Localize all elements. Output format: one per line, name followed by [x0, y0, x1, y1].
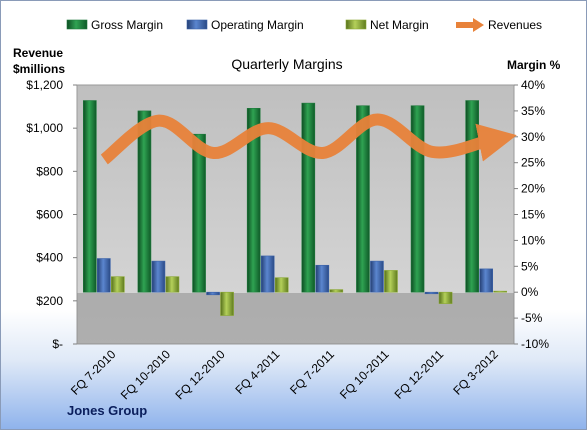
y-right-tick-label: 20%: [521, 182, 545, 196]
y-left-tick-labels: $- $200 $400 $600 $800 $1,000 $1,200: [26, 78, 77, 351]
y-right-tick-label: 35%: [521, 104, 545, 118]
bar-net-margin-fq-4-2011: [274, 277, 289, 293]
bar-gross-margin-fq-12-2010: [192, 133, 206, 293]
y-left-tick-label: $600: [36, 208, 63, 222]
bar-operating-margin-fq-3-2012: [479, 268, 493, 293]
legend-swatch-operating-margin: [186, 19, 208, 30]
revenues-line: [100, 113, 517, 165]
bar-operating-margin-fq-10-2010: [151, 260, 166, 293]
chart-title: Quarterly Margins: [231, 56, 342, 72]
bar-gross-margin-fq-10-2011: [356, 105, 370, 293]
legend-swatch-arrow-revenues: [473, 18, 484, 32]
y-right-tick-label: -5%: [521, 311, 543, 325]
y-right-tick-label: 5%: [521, 259, 539, 273]
bar-net-margin-fq-7-2010: [111, 276, 125, 293]
legend-swatch-gross-margin: [66, 19, 88, 30]
bar-gross-margin-fq-10-2010: [137, 110, 152, 293]
y-right-tick-label: 40%: [521, 78, 545, 92]
bar-operating-margin-fq-10-2011: [370, 260, 384, 293]
y-right-tick-label: 25%: [521, 156, 545, 170]
x-category-label: FQ 10-2011: [337, 347, 392, 402]
y-right-axis-label: Margin %: [507, 58, 561, 72]
y-right-tick-label: 10%: [521, 233, 545, 247]
x-category-label: FQ 4-2011: [232, 347, 282, 397]
bar-operating-margin-fq-4-2011: [260, 255, 275, 293]
legend-label-revenues: Revenues: [488, 18, 542, 32]
y-right-tick-label: 0%: [521, 285, 539, 299]
bar-operating-margin-fq-12-2010: [206, 291, 220, 296]
x-category-label: FQ 12-2010: [172, 347, 227, 402]
x-category-label: FQ 7-2010: [68, 347, 119, 398]
bar-gross-margin-fq-7-2010: [83, 100, 97, 293]
y-right-tick-label: -10%: [521, 337, 549, 351]
y-right-tick-label: 30%: [521, 130, 545, 144]
y-left-axis-label-line-2: $millions: [13, 62, 65, 76]
x-category-labels: FQ 7-2010 FQ 10-2010 FQ 12-2010 FQ 4-2011 FQ…: [68, 347, 501, 402]
y-left-tick-label: $1,200: [26, 78, 63, 92]
bar-operating-margin-fq-7-2011: [315, 264, 330, 293]
bar-net-margin-fq-7-2011: [329, 289, 344, 293]
bar-net-margin-fq-12-2010: [220, 291, 234, 316]
legend-label-operating-margin: Operating Margin: [211, 18, 304, 32]
bar-gross-margin-fq-3-2012: [465, 100, 479, 293]
bar-operating-margin-fq-12-2011: [424, 291, 439, 295]
bar-net-margin-fq-12-2011: [438, 291, 453, 304]
legend-label-gross-margin: Gross Margin: [91, 18, 163, 32]
bar-net-margin-fq-3-2012: [493, 290, 507, 293]
x-category-label: FQ 3-2012: [450, 347, 501, 398]
y-left-tick-label: $-: [52, 337, 63, 351]
bar-operating-margin-fq-7-2010: [97, 258, 111, 293]
y-left-axis-label-line-1: Revenue: [13, 46, 63, 60]
bar-net-margin-fq-10-2011: [384, 270, 398, 293]
legend-label-net-margin: Net Margin: [370, 18, 429, 32]
y-left-tick-label: $800: [36, 164, 63, 178]
y-right-tick-labels: -10% -5% 0% 5% 10% 15% 20% 25% 30% 35% 40%: [514, 78, 549, 351]
x-category-label: FQ 7-2011: [287, 347, 337, 397]
y-left-tick-label: $400: [36, 251, 63, 265]
chart-legend: Gross Margin Operating Margin Net Margin Re…: [66, 18, 542, 32]
source-label: Jones Group: [67, 403, 147, 418]
revenues-line-path: [100, 113, 517, 165]
y-left-tick-label: $200: [36, 294, 63, 308]
x-category-label: FQ 12-2011: [392, 347, 447, 402]
bar-gross-margin-fq-7-2011: [301, 102, 316, 293]
y-left-tick-label: $1,000: [26, 121, 63, 135]
x-category-label: FQ 10-2010: [118, 347, 173, 402]
bar-gross-margin-fq-4-2011: [246, 108, 261, 293]
y-right-tick-label: 15%: [521, 208, 545, 222]
legend-swatch-net-margin: [345, 19, 367, 30]
bar-net-margin-fq-10-2010: [165, 276, 180, 293]
